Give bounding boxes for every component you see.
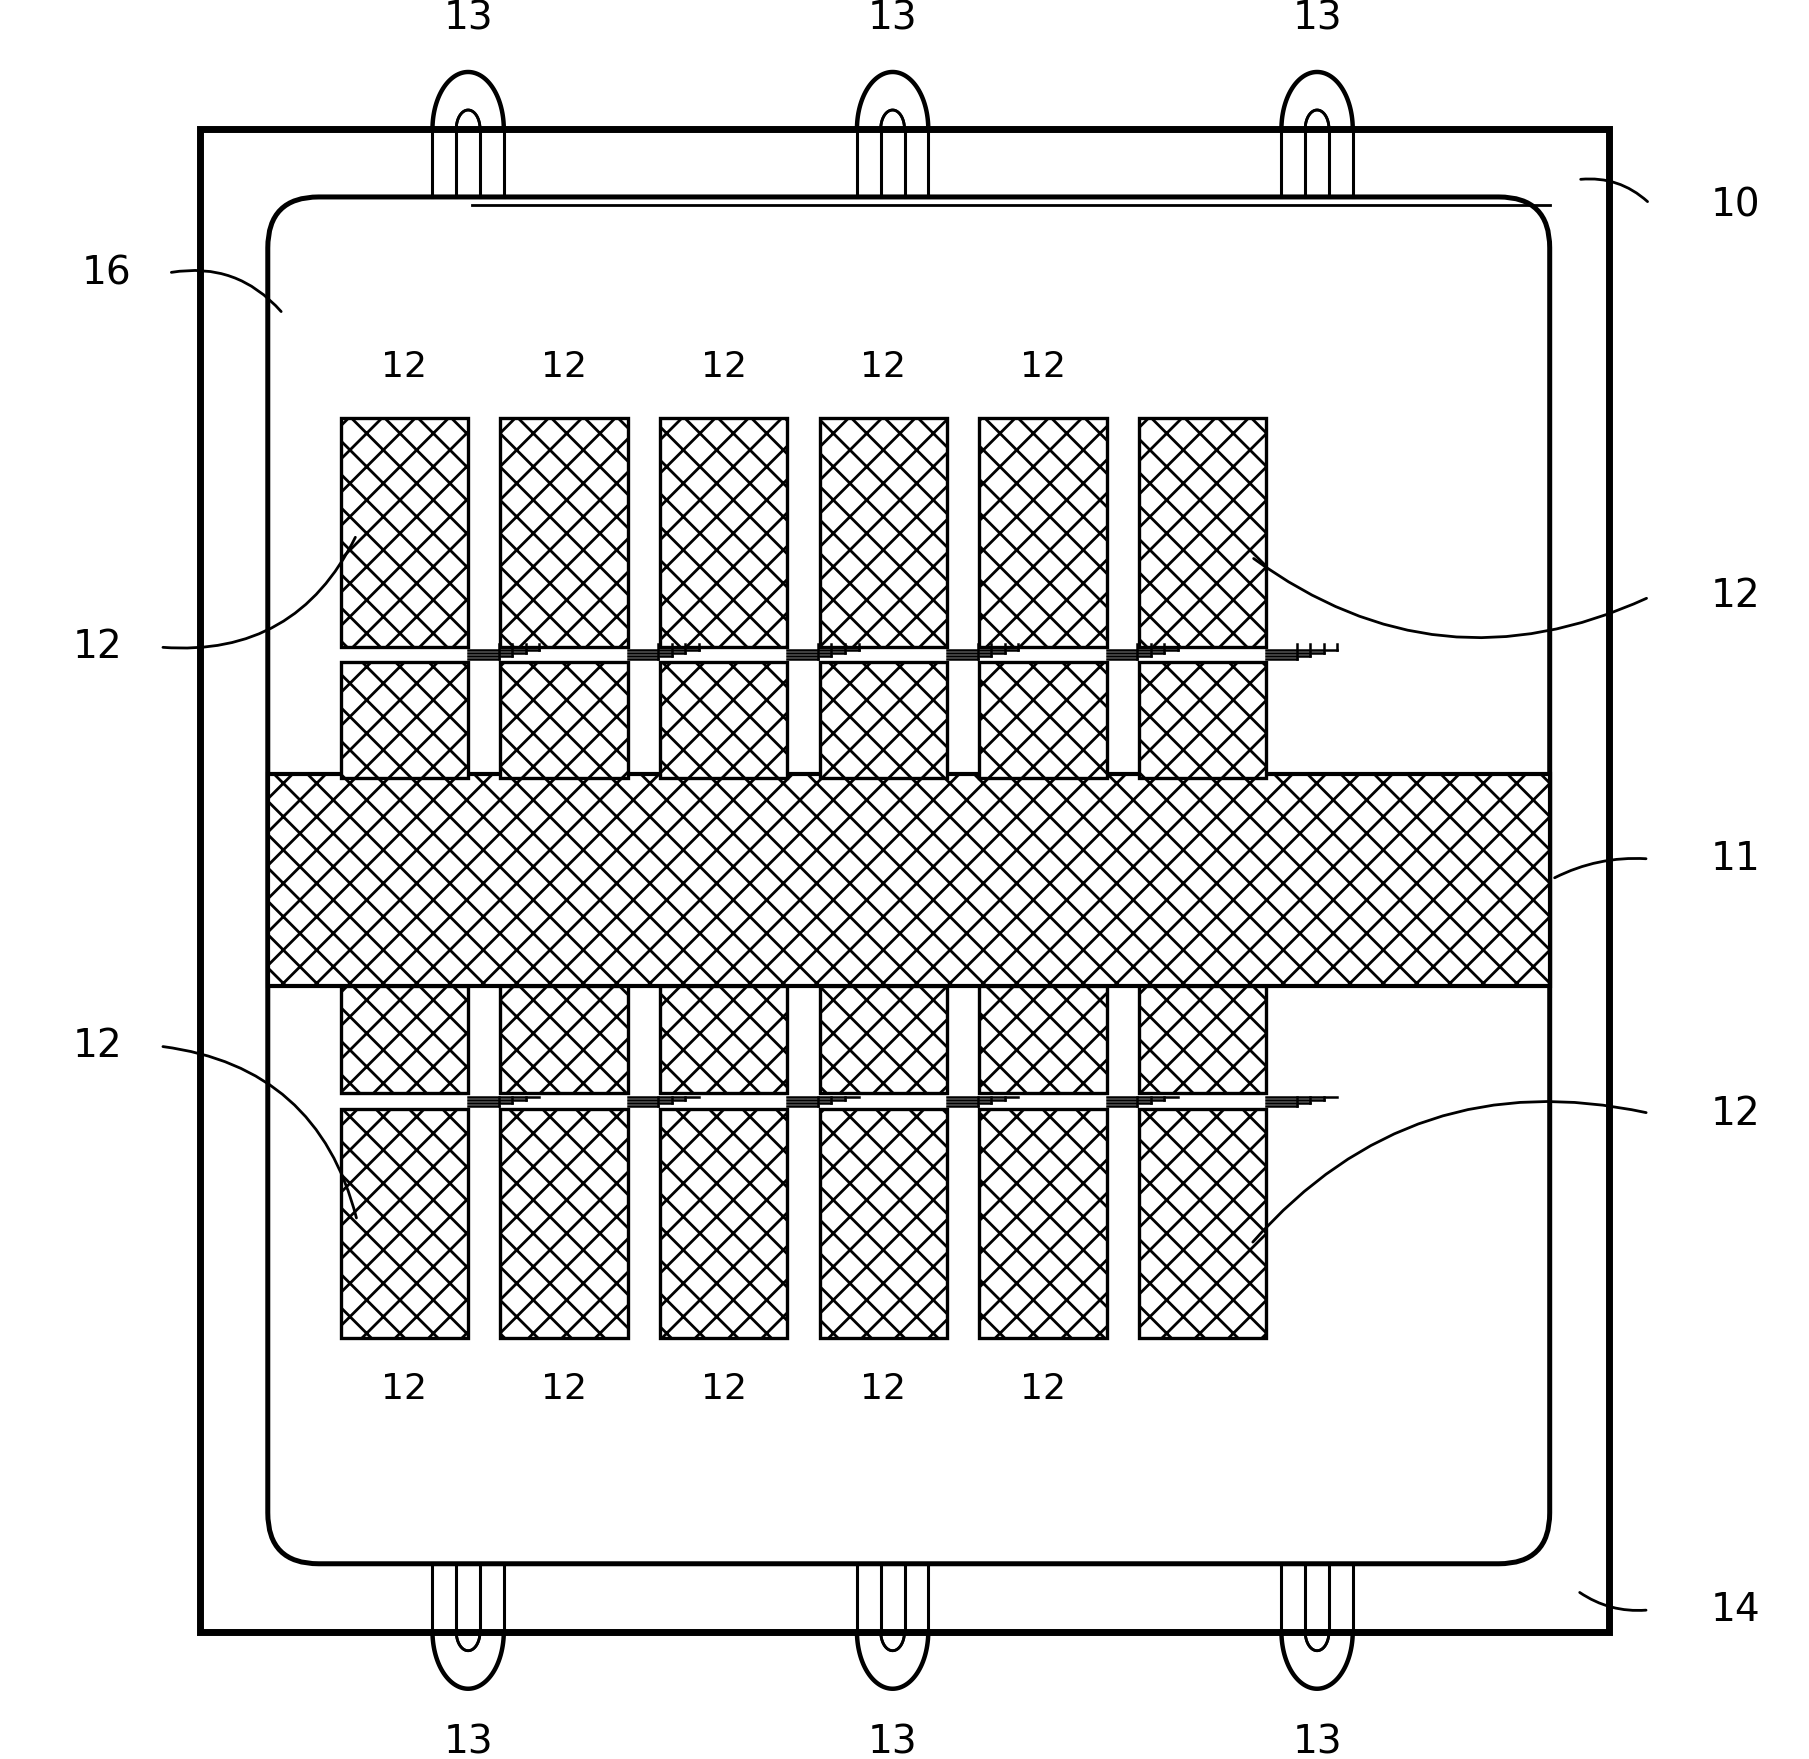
Text: 12: 12 <box>1020 350 1066 383</box>
FancyArrowPatch shape <box>1579 1592 1646 1611</box>
Text: 12: 12 <box>382 1372 427 1405</box>
Text: 13: 13 <box>1292 1724 1342 1759</box>
Bar <box>340 987 469 1094</box>
FancyArrowPatch shape <box>163 536 355 647</box>
Bar <box>979 987 1107 1094</box>
Text: 12: 12 <box>861 350 906 383</box>
Bar <box>979 661 1107 777</box>
Text: 12: 12 <box>1020 1372 1066 1405</box>
Text: 12: 12 <box>1711 577 1760 616</box>
FancyArrowPatch shape <box>1254 1101 1646 1242</box>
Text: 11: 11 <box>1711 841 1760 878</box>
Bar <box>340 1108 469 1339</box>
Text: 12: 12 <box>72 628 123 667</box>
Text: 12: 12 <box>382 350 427 383</box>
Text: 12: 12 <box>1711 1094 1760 1133</box>
Bar <box>660 987 787 1094</box>
Bar <box>501 987 628 1094</box>
Text: 13: 13 <box>1292 0 1342 37</box>
FancyBboxPatch shape <box>268 197 1550 1564</box>
FancyArrowPatch shape <box>1581 179 1648 202</box>
Text: 12: 12 <box>541 1372 588 1405</box>
Text: 12: 12 <box>861 1372 906 1405</box>
Text: 12: 12 <box>541 350 588 383</box>
FancyArrowPatch shape <box>1254 559 1646 639</box>
Text: 12: 12 <box>700 1372 747 1405</box>
Bar <box>340 661 469 777</box>
Bar <box>1140 661 1266 777</box>
FancyArrowPatch shape <box>172 271 280 311</box>
Bar <box>1140 987 1266 1094</box>
Bar <box>819 417 946 647</box>
FancyArrowPatch shape <box>1554 858 1646 878</box>
Bar <box>268 774 1550 987</box>
Bar <box>660 1108 787 1339</box>
Bar <box>1140 1108 1266 1339</box>
Bar <box>819 987 946 1094</box>
Text: 12: 12 <box>700 350 747 383</box>
Bar <box>199 128 1610 1632</box>
Bar <box>660 661 787 777</box>
Bar <box>979 417 1107 647</box>
Bar <box>501 661 628 777</box>
Text: 10: 10 <box>1711 186 1760 225</box>
Bar <box>340 417 469 647</box>
Bar <box>979 1108 1107 1339</box>
Bar <box>1140 417 1266 647</box>
Bar <box>501 1108 628 1339</box>
Bar <box>660 417 787 647</box>
Text: 14: 14 <box>1711 1590 1760 1629</box>
Text: 13: 13 <box>443 1724 492 1759</box>
Text: 13: 13 <box>443 0 492 37</box>
Text: 13: 13 <box>868 0 917 37</box>
Bar <box>501 417 628 647</box>
Bar <box>819 661 946 777</box>
FancyArrowPatch shape <box>163 1047 356 1217</box>
Text: 12: 12 <box>72 1027 123 1064</box>
Text: 16: 16 <box>81 255 132 292</box>
Text: 13: 13 <box>868 1724 917 1759</box>
Bar <box>819 1108 946 1339</box>
